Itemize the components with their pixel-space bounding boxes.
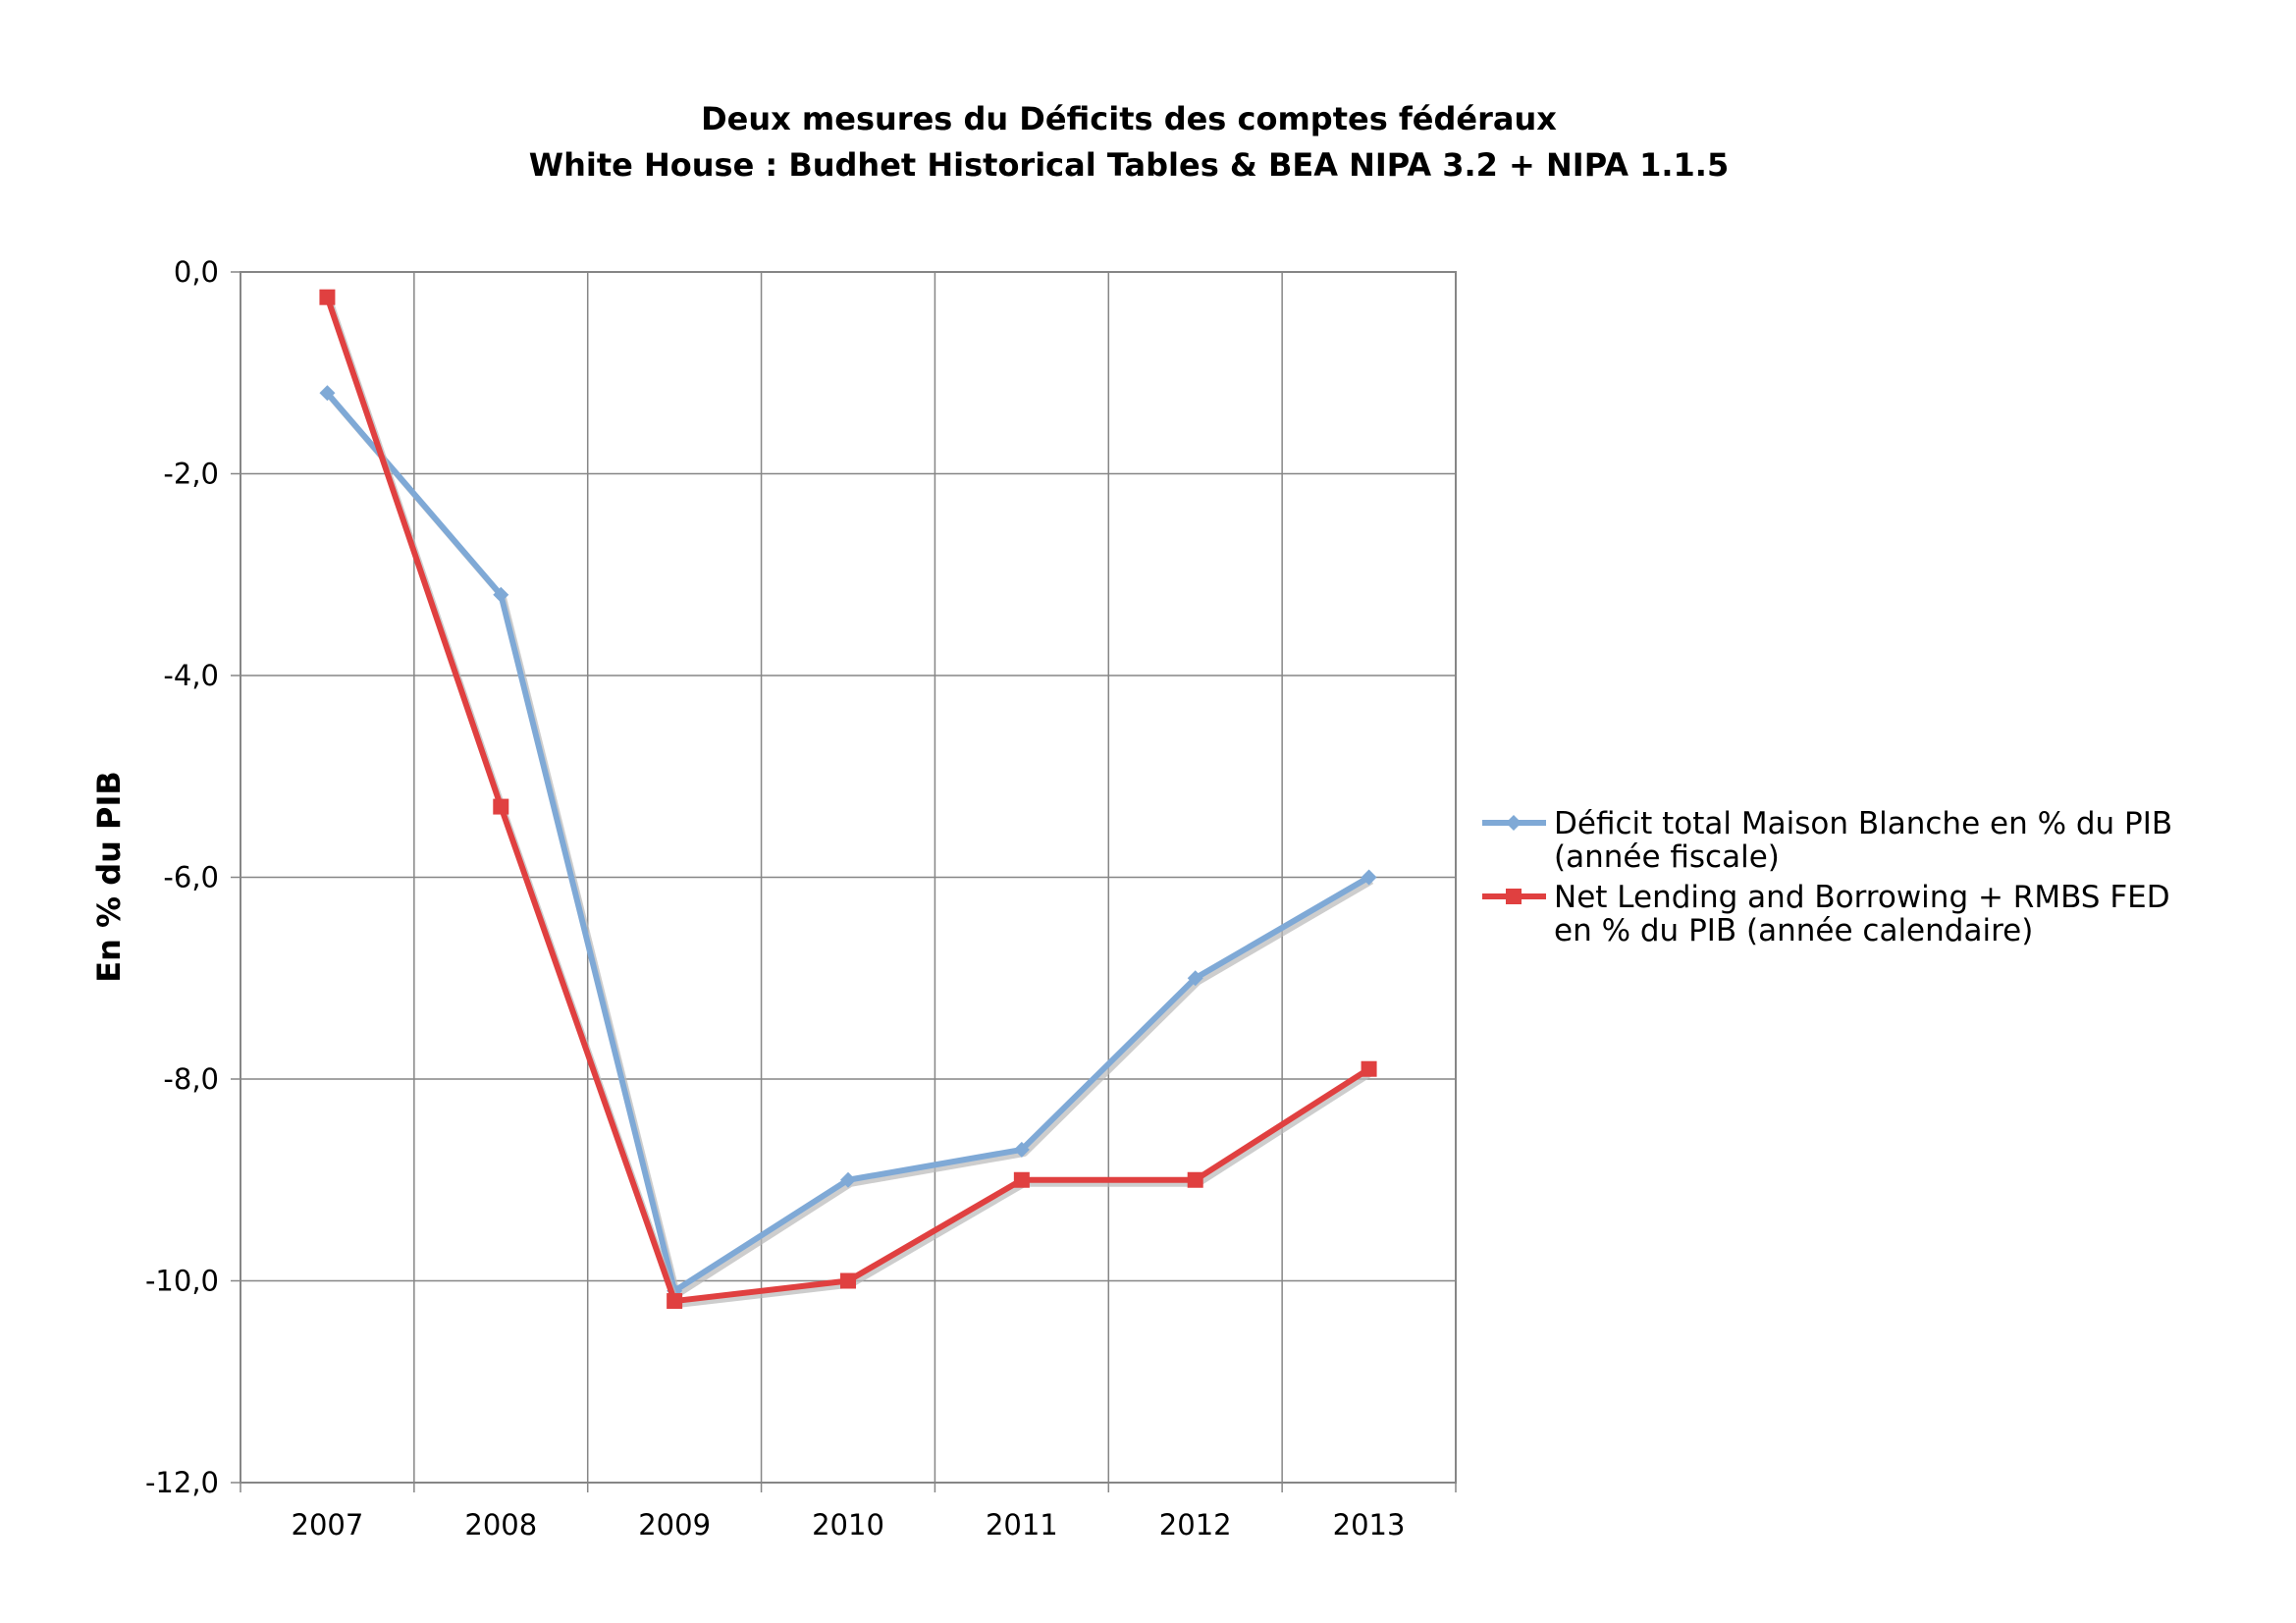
- x-tick-label: 2010: [812, 1508, 884, 1542]
- chart-subtitle: White House : Budhet Historical Tables &…: [529, 146, 1729, 184]
- plot-area: 0,0-2,0-4,0-6,0-8,0-10,0-12,0 2007 2008 20…: [145, 255, 1457, 1542]
- series-line: [324, 296, 1371, 1305]
- data-point-diamond: [1013, 1141, 1030, 1158]
- y-tick-label: -10,0: [145, 1265, 219, 1298]
- data-point-square: [493, 798, 509, 815]
- legend-swatch-square-marker: [1506, 889, 1522, 904]
- legend-item-deficit-maison-blanche: Déficit total Maison Blanche en % du PIB…: [1482, 806, 2172, 875]
- data-point-square: [319, 289, 336, 305]
- series-line: [325, 391, 1371, 1294]
- data-point-diamond: [319, 385, 336, 402]
- y-axis-label: En % du PIB: [90, 771, 128, 983]
- series-group: [319, 289, 1377, 1310]
- legend-label-line1: Déficit total Maison Blanche en % du PIB: [1554, 806, 2172, 841]
- data-point-diamond: [1187, 970, 1203, 987]
- y-tick-label: -2,0: [163, 458, 219, 491]
- series-line-shadow: [327, 299, 1374, 1309]
- data-point-diamond: [840, 1171, 856, 1188]
- x-tick-label: 2007: [292, 1508, 364, 1542]
- x-tick-label: 2011: [986, 1508, 1058, 1542]
- x-tick-label: 2013: [1333, 1508, 1406, 1542]
- y-tick-label: -6,0: [163, 861, 219, 894]
- data-point-square: [1361, 1060, 1377, 1077]
- legend: Déficit total Maison Blanche en % du PIB…: [1482, 806, 2172, 948]
- data-point-square: [667, 1293, 683, 1310]
- y-tick-label: -8,0: [163, 1062, 219, 1096]
- y-axis-ticks: 0,0 -2,0 -4,0 -6,0 -8,0 -10,0 -12,0: [145, 255, 240, 1499]
- y-tick-label: 0,0: [174, 255, 219, 289]
- series-1: [319, 385, 1377, 1299]
- legend-label-line2: en % du PIB (année calendaire): [1554, 913, 2033, 948]
- y-tick-label: -12,0: [145, 1466, 219, 1499]
- data-point-square: [840, 1272, 856, 1289]
- data-point-diamond: [493, 586, 509, 603]
- chart-title: Deux mesures du Déficits des comptes féd…: [701, 100, 1557, 137]
- y-tick-label: -4,0: [163, 659, 219, 692]
- x-tick-label: 2012: [1159, 1508, 1232, 1542]
- data-point-square: [1013, 1171, 1030, 1188]
- legend-swatch-diamond-marker: [1506, 815, 1522, 831]
- data-point-square: [1187, 1171, 1203, 1188]
- x-axis-ticks: 2007 2008 2009 2010 2011 2012 2013: [240, 1483, 1457, 1542]
- series-line-shadow: [328, 395, 1374, 1298]
- legend-item-net-lending: Net Lending and Borrowing + RMBS FED en …: [1482, 880, 2170, 948]
- gridlines: [240, 271, 1456, 1484]
- x-tick-label: 2009: [638, 1508, 711, 1542]
- data-point-diamond: [1361, 869, 1377, 886]
- x-tick-label: 2008: [464, 1508, 537, 1542]
- series-2: [319, 289, 1377, 1310]
- legend-label-line1: Net Lending and Borrowing + RMBS FED: [1554, 880, 2170, 915]
- legend-label-line2: (année fiscale): [1554, 839, 1780, 875]
